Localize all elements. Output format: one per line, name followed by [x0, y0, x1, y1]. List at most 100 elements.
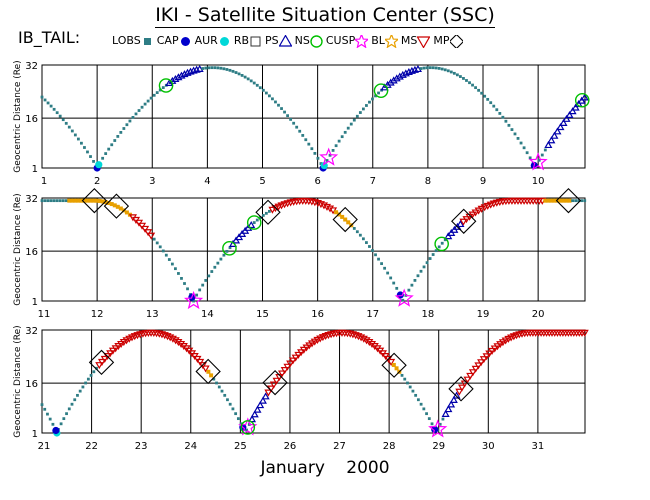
orbit-point-ms: [269, 381, 278, 389]
orbit-point: [440, 67, 444, 71]
orbit-point: [267, 209, 271, 213]
orbit-point: [161, 86, 165, 89]
orbit-point-ms: [471, 365, 480, 373]
orbit-point-ms: [268, 206, 277, 214]
orbit-point-bl: [549, 198, 554, 203]
orbit-point-ms: [119, 339, 128, 347]
orbit-point: [40, 403, 44, 407]
orbit-point: [155, 91, 159, 95]
orbit-point: [422, 265, 426, 269]
orbit-point-ms: [463, 376, 472, 384]
orbit-point-ps: [449, 395, 458, 403]
orbit-point-ms: [166, 334, 175, 342]
orbit-point: [477, 88, 481, 92]
orbit-point-bl: [88, 198, 93, 203]
orbit-point: [239, 422, 243, 426]
orbit-point: [434, 249, 438, 253]
orbit-point: [443, 238, 447, 242]
legend-item-ns: NS: [295, 34, 323, 48]
orbit-point-bl: [97, 198, 102, 203]
circle-icon: [310, 34, 323, 48]
orbit-point-bl: [546, 198, 551, 203]
triangle-up-icon: [278, 34, 292, 47]
orbit-point-ms: [485, 350, 494, 358]
x-tick-label: 14: [201, 309, 214, 320]
orbit-point: [428, 257, 432, 260]
orbit-point-ms: [387, 358, 396, 366]
orbit-point: [261, 214, 265, 217]
orbit-point: [183, 282, 186, 285]
orbit-point: [258, 216, 262, 220]
diamond-icon: [449, 34, 463, 48]
orbit-point: [525, 151, 529, 155]
orbit-point-ms: [291, 354, 300, 362]
marker-ns: [373, 83, 389, 98]
marker-ns: [434, 236, 449, 252]
orbit-point: [343, 130, 347, 134]
orbit-point-bl: [79, 198, 84, 203]
orbit-point: [80, 141, 83, 145]
orbit-point: [361, 237, 365, 241]
orbit-point: [67, 407, 71, 411]
orbit-point-ms: [354, 333, 363, 341]
orbit-point: [40, 199, 44, 203]
orbit-point: [331, 149, 335, 152]
orbit-point: [225, 68, 229, 71]
orbit-point: [430, 422, 434, 426]
orbit-point-ps: [444, 232, 453, 240]
orbit-point: [583, 199, 587, 203]
orbit-point: [140, 105, 144, 109]
orbit-point-bl: [555, 198, 560, 203]
orbit-point-ms: [294, 351, 303, 359]
orbit-point: [574, 199, 578, 203]
orbit-point: [352, 118, 356, 122]
orbit-point: [125, 123, 129, 127]
orbit-point: [122, 127, 126, 130]
orbit-point: [355, 114, 359, 118]
y-tick-label: 16: [25, 379, 38, 390]
orbit-point-ms: [362, 337, 371, 345]
orbit-point: [128, 119, 132, 123]
orbit-point-ms: [493, 343, 502, 351]
orbit-point-ms: [471, 209, 480, 217]
orbit-point: [81, 385, 85, 389]
x-tick-label: 31: [532, 441, 545, 452]
orbit-point-ms: [302, 344, 311, 352]
orbit-point: [207, 274, 211, 278]
orbit-point-ps: [174, 73, 183, 81]
orbit-point: [510, 128, 514, 131]
chart-title: IKI - Satellite Situation Center (SSC): [155, 4, 495, 28]
orbit-point: [249, 79, 253, 83]
orbit-point-ms: [297, 349, 306, 357]
orbit-point: [498, 112, 502, 115]
x-tick-label: 30: [482, 441, 495, 452]
orbit-point: [413, 278, 417, 282]
orbit-point-ps: [247, 221, 256, 229]
legend-item-cusp: CUSP: [326, 34, 369, 48]
marker-cap: [396, 291, 404, 299]
orbit-point: [164, 253, 168, 257]
marker-cap: [431, 425, 439, 433]
marker-mp: [262, 369, 288, 396]
orbit-point: [167, 258, 171, 261]
orbit-point-ms: [466, 372, 475, 380]
orbit-point: [355, 230, 359, 234]
orbit-point-ms: [359, 335, 368, 343]
orbit-point: [219, 66, 223, 70]
orbit-point: [198, 288, 202, 292]
orbit-point: [537, 158, 541, 162]
orbit-point: [543, 148, 547, 152]
legend-item-lobs: LOBS: [112, 34, 154, 48]
orbit-point: [237, 72, 241, 76]
orbit-point-bl: [103, 200, 108, 205]
x-tick-label: 25: [234, 441, 247, 452]
orbit-point: [207, 66, 211, 70]
marker-mp: [88, 349, 115, 376]
orbit-point-ms: [201, 365, 210, 373]
orbit-point: [186, 287, 189, 291]
legend-label: RB: [233, 34, 250, 47]
orbit-point: [440, 241, 444, 245]
orbit-point: [40, 95, 44, 99]
orbit-point: [400, 373, 404, 377]
y-axis-label: Geocentric Distance (Re): [13, 60, 23, 172]
